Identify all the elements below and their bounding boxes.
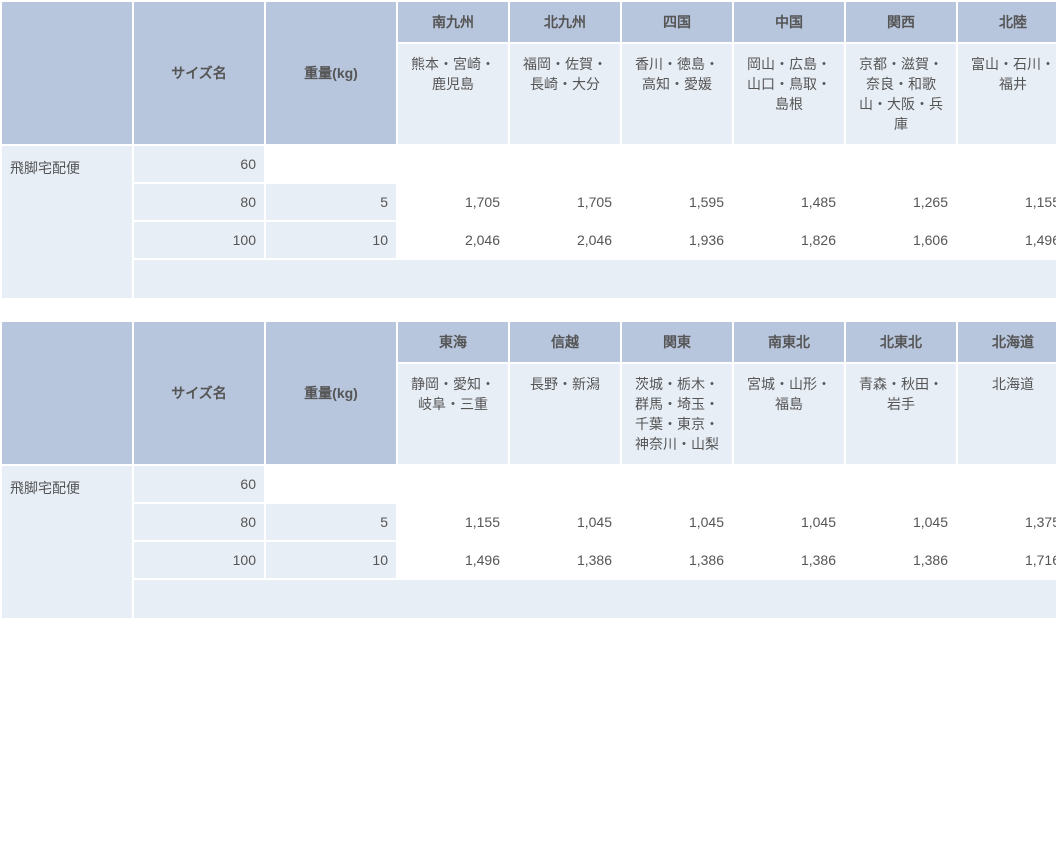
region-name: 南東北 [734,322,844,362]
data-row: 100 10 2,046 2,046 1,936 1,826 1,606 1,4… [2,222,1056,258]
region-name: 北九州 [510,2,620,42]
price-cell: 1,045 [846,504,956,540]
size-cell: 60 [134,466,264,502]
price-cell: 1,595 [622,184,732,220]
price-cell: 1,155 [958,184,1056,220]
shipping-rate-table-2: サイズ名 重量(kg) 東海 信越 関東 南東北 北東北 北海道 静岡・愛知・岐… [0,320,1056,620]
header-weight: 重量(kg) [266,322,396,464]
data-row: 飛脚宅配便 60 [2,146,1056,182]
weight-cell: 5 [266,504,396,540]
price-cell: 1,386 [510,542,620,578]
weight-cell: 10 [266,222,396,258]
header-row-regions: サイズ名 重量(kg) 東海 信越 関東 南東北 北東北 北海道 [2,322,1056,362]
header-weight: 重量(kg) [266,2,396,144]
header-row-regions: サイズ名 重量(kg) 南九州 北九州 四国 中国 関西 北陸 [2,2,1056,42]
size-cell: 80 [134,504,264,540]
region-name: 南九州 [398,2,508,42]
data-row: 100 10 1,496 1,386 1,386 1,386 1,386 1,7… [2,542,1056,578]
size-cell: 100 [134,222,264,258]
header-blank [2,322,132,464]
region-name: 関西 [846,2,956,42]
empty-cell [266,466,1056,502]
price-cell: 1,716 [958,542,1056,578]
region-name: 信越 [510,322,620,362]
empty-cell [134,580,1056,618]
data-row-blank [2,580,1056,618]
header-size: サイズ名 [134,322,264,464]
price-cell: 1,155 [398,504,508,540]
empty-cell [266,146,1056,182]
price-cell: 2,046 [510,222,620,258]
weight-cell: 10 [266,542,396,578]
data-row: 80 5 1,705 1,705 1,595 1,485 1,265 1,155 [2,184,1056,220]
weight-cell: 5 [266,184,396,220]
region-sub: 宮城・山形・福島 [734,364,844,464]
price-cell: 1,496 [398,542,508,578]
region-sub: 静岡・愛知・岐阜・三重 [398,364,508,464]
header-blank [2,2,132,144]
shipping-rate-table-1: サイズ名 重量(kg) 南九州 北九州 四国 中国 関西 北陸 熊本・宮崎・鹿児… [0,0,1056,300]
region-name: 東海 [398,322,508,362]
region-name: 関東 [622,322,732,362]
region-sub: 福岡・佐賀・長崎・大分 [510,44,620,144]
size-cell: 100 [134,542,264,578]
size-cell: 60 [134,146,264,182]
region-name: 中国 [734,2,844,42]
price-cell: 1,485 [734,184,844,220]
data-row-blank [2,260,1056,298]
region-sub: 京都・滋賀・奈良・和歌山・大阪・兵庫 [846,44,956,144]
price-cell: 1,705 [510,184,620,220]
region-sub: 茨城・栃木・群馬・埼玉・千葉・東京・神奈川・山梨 [622,364,732,464]
data-row: 飛脚宅配便 60 [2,466,1056,502]
region-sub: 長野・新潟 [510,364,620,464]
data-row: 80 5 1,155 1,045 1,045 1,045 1,045 1,375 [2,504,1056,540]
size-cell: 80 [134,184,264,220]
region-sub: 香川・徳島・高知・愛媛 [622,44,732,144]
region-sub: 富山・石川・福井 [958,44,1056,144]
price-cell: 2,046 [398,222,508,258]
service-name: 飛脚宅配便 [2,146,132,298]
price-cell: 1,705 [398,184,508,220]
region-sub: 北海道 [958,364,1056,464]
region-name: 北東北 [846,322,956,362]
price-cell: 1,265 [846,184,956,220]
empty-cell [134,260,1056,298]
price-cell: 1,045 [734,504,844,540]
region-name: 北海道 [958,322,1056,362]
price-cell: 1,386 [622,542,732,578]
price-cell: 1,386 [734,542,844,578]
region-name: 四国 [622,2,732,42]
region-sub: 熊本・宮崎・鹿児島 [398,44,508,144]
price-cell: 1,045 [510,504,620,540]
region-sub: 青森・秋田・岩手 [846,364,956,464]
region-name: 北陸 [958,2,1056,42]
price-cell: 1,386 [846,542,956,578]
price-cell: 1,045 [622,504,732,540]
price-cell: 1,606 [846,222,956,258]
service-name: 飛脚宅配便 [2,466,132,618]
price-cell: 1,496 [958,222,1056,258]
region-sub: 岡山・広島・山口・鳥取・島根 [734,44,844,144]
price-cell: 1,826 [734,222,844,258]
price-cell: 1,936 [622,222,732,258]
price-cell: 1,375 [958,504,1056,540]
header-size: サイズ名 [134,2,264,144]
